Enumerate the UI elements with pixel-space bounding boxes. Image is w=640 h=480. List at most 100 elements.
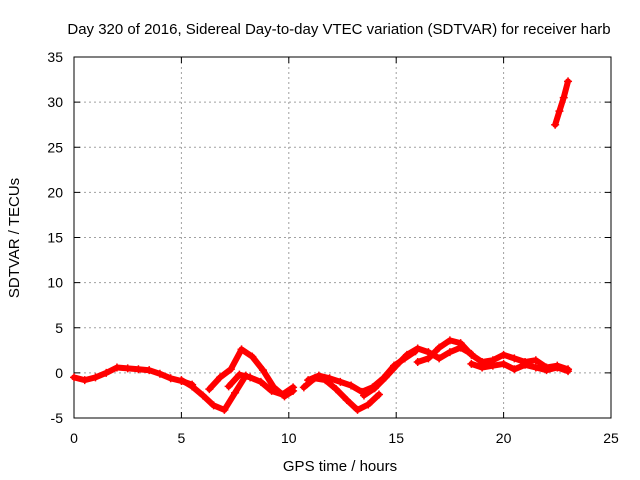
data-point: [370, 384, 379, 393]
y-tick-label: 5: [55, 320, 63, 336]
data-point: [205, 385, 214, 394]
data-point: [467, 359, 476, 368]
data-point: [226, 365, 235, 374]
x-tick-label: 0: [70, 430, 78, 446]
data-point: [304, 376, 313, 385]
data-point: [531, 356, 540, 365]
data-point: [325, 374, 334, 383]
data-point: [381, 373, 390, 382]
data-point: [259, 366, 268, 375]
data-point: [531, 363, 540, 372]
x-tick-label: 5: [178, 430, 186, 446]
chart-title: Day 320 of 2016, Sidereal Day-to-day VTE…: [67, 21, 610, 38]
data-point: [413, 344, 422, 353]
data-point: [224, 382, 233, 391]
data-point: [314, 371, 323, 380]
data-point: [435, 354, 444, 363]
data-point: [488, 361, 497, 370]
data-point: [123, 364, 132, 373]
data-point: [510, 354, 519, 363]
y-tick-label: 25: [47, 139, 63, 155]
y-tick-label: 15: [47, 230, 63, 246]
data-point: [445, 348, 454, 357]
series-line: [361, 344, 475, 399]
data-point: [155, 369, 164, 378]
data-point: [145, 366, 154, 375]
x-axis-label: GPS time / hours: [283, 458, 397, 475]
data-point: [102, 368, 111, 377]
series-arc-9: [467, 359, 573, 376]
data-point: [248, 352, 257, 361]
series-arc-10: [551, 77, 573, 129]
data-point: [478, 363, 487, 372]
x-tick-label: 15: [388, 430, 404, 446]
data-point: [551, 120, 560, 129]
data-point: [456, 339, 465, 348]
data-marks: [70, 77, 573, 414]
data-point: [267, 386, 276, 395]
data-point: [299, 383, 308, 392]
series-arc-1: [70, 363, 197, 389]
data-point: [364, 400, 373, 409]
data-point: [347, 381, 356, 390]
data-point: [510, 365, 519, 374]
data-point: [256, 377, 265, 386]
data-point: [445, 336, 454, 345]
data-point: [80, 376, 89, 385]
data-point: [332, 385, 341, 394]
y-tick-label: -5: [51, 410, 64, 426]
data-point: [521, 360, 530, 369]
data-point: [278, 390, 287, 399]
y-tick-label: 35: [47, 49, 63, 65]
series-arc-6: [304, 347, 420, 396]
data-point: [542, 366, 551, 375]
data-point: [375, 390, 384, 399]
data-point: [216, 373, 225, 382]
data-point: [134, 365, 143, 374]
data-point: [70, 373, 78, 382]
data-point: [553, 363, 562, 372]
y-tick-label: 0: [55, 365, 63, 381]
x-tick-label: 10: [281, 430, 297, 446]
data-point: [336, 377, 345, 386]
data-point: [246, 373, 255, 382]
axis-ticks: 0 5 10 15 20 25 -5 0 5 10 15 20 25 30 35: [47, 49, 619, 446]
y-tick-label: 20: [47, 184, 63, 200]
data-point: [177, 376, 186, 385]
data-point: [564, 367, 573, 376]
series-arc-7: [359, 343, 476, 400]
data-point: [402, 350, 411, 359]
data-point: [91, 373, 100, 382]
data-point: [112, 363, 121, 372]
series-line: [305, 348, 419, 395]
data-point: [413, 358, 422, 367]
data-point: [198, 391, 207, 400]
data-point: [392, 361, 401, 370]
data-point: [564, 77, 573, 86]
data-point: [359, 391, 368, 400]
series-line: [468, 360, 571, 375]
data-point: [353, 405, 362, 414]
data-point: [209, 401, 218, 410]
data-point: [231, 388, 240, 397]
data-point: [559, 93, 568, 102]
data-point: [289, 383, 298, 392]
y-tick-label: 30: [47, 94, 63, 110]
data-point: [555, 107, 564, 116]
x-tick-label: 25: [603, 430, 619, 446]
data-point: [166, 374, 175, 383]
data-point: [220, 405, 229, 414]
data-point: [237, 345, 246, 354]
y-tick-label: 10: [47, 275, 63, 291]
y-axis-label: SDTVAR / TECUs: [6, 178, 23, 298]
data-point: [467, 350, 476, 359]
data-point: [424, 354, 433, 363]
data-point: [499, 350, 508, 359]
data-point: [188, 382, 197, 391]
data-point: [235, 370, 244, 379]
data-point: [499, 359, 508, 368]
data-point: [342, 395, 351, 404]
series-line: [552, 78, 571, 128]
x-tick-label: 20: [496, 430, 512, 446]
